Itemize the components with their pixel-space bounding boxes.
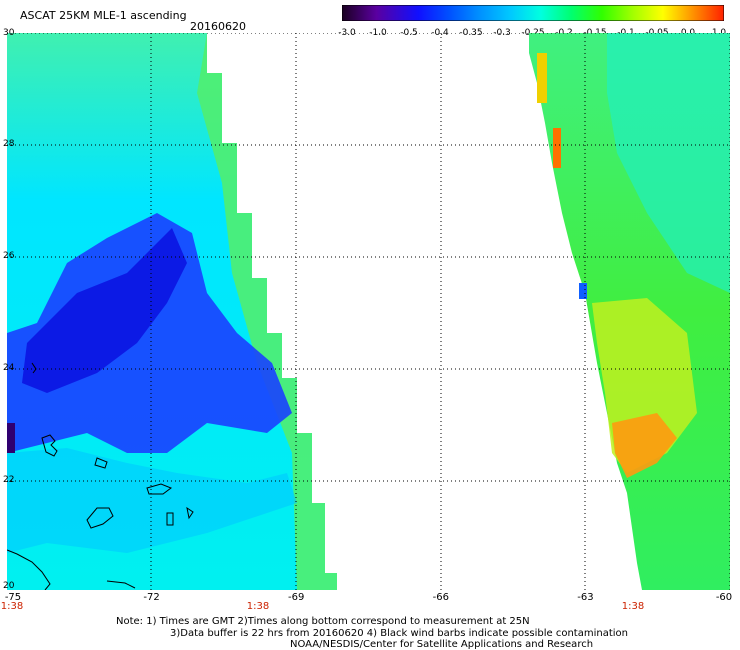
island-outline — [186, 506, 194, 520]
island-outline — [94, 457, 108, 469]
map-date: 20160620 — [190, 20, 246, 33]
time-label: 1:38 — [621, 601, 645, 612]
right-swath-cyan-region — [607, 33, 730, 293]
island-outline — [166, 512, 174, 526]
y-axis-label: 26 — [3, 251, 15, 261]
note-line-3: NOAA/NESDIS/Center for Satellite Applica… — [290, 639, 594, 650]
colorbar-tick-label: -0.5 — [400, 28, 418, 38]
dark-edge-patch — [7, 423, 15, 453]
left-swath-green-edge — [197, 33, 337, 590]
orange-patch — [612, 413, 677, 478]
red-edge-patch — [553, 128, 561, 168]
x-axis-label: -60 — [715, 592, 733, 603]
island-outline — [41, 434, 58, 457]
x-axis-label: -72 — [143, 592, 160, 603]
colorbar-tick-label: -1.0 — [369, 28, 387, 38]
time-label: 1:38 — [0, 601, 24, 612]
coastline-mainland — [7, 549, 51, 590]
light-blue-band — [7, 448, 297, 553]
colorbar-tick-label: -0.3 — [493, 28, 511, 38]
colorbar — [341, 4, 725, 22]
note-line-1: Note: 1) Times are GMT 2)Times along bot… — [116, 616, 530, 627]
right-swath — [529, 33, 730, 590]
ascat-map — [7, 33, 730, 590]
y-axis-label: 28 — [3, 139, 15, 149]
very-low-value-region — [22, 228, 187, 393]
left-swath — [7, 33, 337, 590]
lat-lon-grid — [7, 33, 730, 590]
y-axis-label: 20 — [3, 581, 15, 591]
low-value-region — [7, 213, 292, 453]
x-axis-label: -63 — [577, 592, 594, 603]
map-title: ASCAT 25KM MLE-1 ascending — [20, 9, 187, 22]
time-label: 1:38 — [246, 601, 270, 612]
note-line-2: 3)Data buffer is 22 hrs from 20160620 4)… — [170, 628, 628, 639]
x-axis-label: -66 — [432, 592, 449, 603]
x-axis-label: -75 — [4, 592, 22, 603]
y-axis-label: 30 — [3, 28, 15, 38]
island-outline — [106, 580, 136, 589]
island-outline — [146, 483, 173, 495]
y-axis-label: 24 — [3, 363, 15, 373]
y-axis-label: 22 — [3, 475, 15, 485]
x-axis-label: -69 — [288, 592, 305, 603]
blue-edge-patch — [579, 283, 587, 299]
orange-edge-patch — [537, 53, 547, 103]
colorbar-gradient — [341, 4, 725, 22]
island-outline — [86, 507, 114, 529]
